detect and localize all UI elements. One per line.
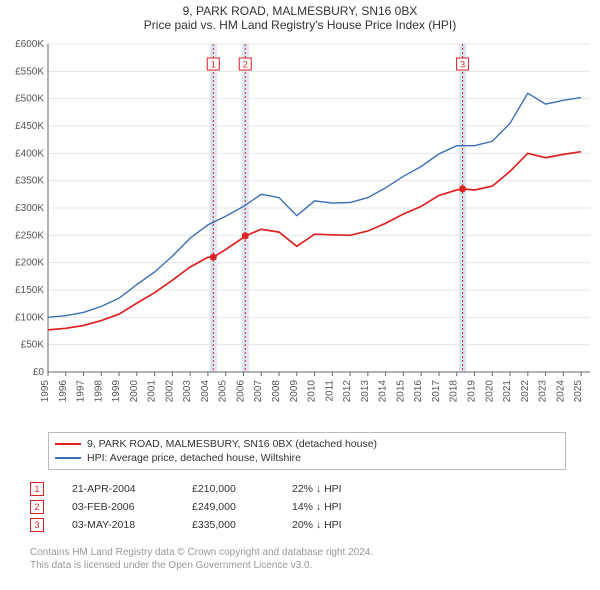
event-diff: 22% ↓ HPI [292, 480, 402, 498]
svg-text:2006: 2006 [235, 380, 246, 403]
svg-text:2000: 2000 [129, 380, 140, 403]
svg-text:1997: 1997 [76, 380, 87, 403]
event-diff: 14% ↓ HPI [292, 498, 402, 516]
legend-swatch [55, 457, 81, 459]
svg-text:2014: 2014 [378, 380, 389, 403]
svg-text:2007: 2007 [253, 380, 264, 403]
svg-text:3: 3 [460, 60, 465, 70]
legend-item: 9, PARK ROAD, MALMESBURY, SN16 0BX (deta… [55, 437, 559, 451]
svg-text:2009: 2009 [289, 380, 300, 403]
legend: 9, PARK ROAD, MALMESBURY, SN16 0BX (deta… [48, 432, 566, 470]
svg-text:1998: 1998 [93, 380, 104, 403]
svg-text:1999: 1999 [111, 380, 122, 403]
svg-text:£50K: £50K [21, 340, 45, 351]
footer-line: This data is licensed under the Open Gov… [30, 559, 373, 572]
svg-text:2013: 2013 [360, 380, 371, 403]
event-date: 03-MAY-2018 [72, 516, 192, 534]
svg-text:£500K: £500K [15, 94, 44, 105]
event-row: 3 03-MAY-2018£335,00020% ↓ HPI [30, 516, 402, 534]
page-title: 9, PARK ROAD, MALMESBURY, SN16 0BX [0, 4, 600, 18]
svg-text:2004: 2004 [200, 380, 211, 403]
legend-swatch [55, 443, 81, 445]
event-marker: 2 [30, 500, 44, 514]
legend-item: HPI: Average price, detached house, Wilt… [55, 451, 559, 465]
svg-text:£0: £0 [33, 367, 45, 378]
event-marker: 1 [30, 482, 44, 496]
event-date: 21-APR-2004 [72, 480, 192, 498]
footer-attribution: Contains HM Land Registry data © Crown c… [30, 546, 373, 572]
svg-text:2011: 2011 [324, 380, 335, 402]
legend-label: 9, PARK ROAD, MALMESBURY, SN16 0BX (deta… [87, 437, 377, 451]
svg-text:£250K: £250K [15, 230, 44, 241]
event-row: 2 03-FEB-2006£249,00014% ↓ HPI [30, 498, 402, 516]
price-chart: £0 £50K £100K £150K £200K £250K £300K £350K £400… [0, 38, 600, 418]
svg-text:2022: 2022 [520, 380, 531, 403]
event-row: 1 21-APR-2004£210,00022% ↓ HPI [30, 480, 402, 498]
footer-line: Contains HM Land Registry data © Crown c… [30, 546, 373, 559]
svg-text:2002: 2002 [164, 380, 175, 403]
svg-text:£150K: £150K [15, 285, 44, 296]
svg-text:2025: 2025 [573, 380, 584, 403]
svg-text:2010: 2010 [307, 380, 318, 403]
svg-text:2024: 2024 [555, 380, 566, 403]
event-diff: 20% ↓ HPI [292, 516, 402, 534]
svg-text:2017: 2017 [431, 380, 442, 403]
event-list: 1 21-APR-2004£210,00022% ↓ HPI 2 03-FEB-200… [30, 480, 402, 534]
svg-text:2018: 2018 [449, 380, 460, 403]
svg-text:1: 1 [211, 60, 216, 70]
event-marker: 3 [30, 518, 44, 532]
legend-label: HPI: Average price, detached house, Wilt… [87, 451, 301, 465]
svg-text:£300K: £300K [15, 203, 44, 214]
event-date: 03-FEB-2006 [72, 498, 192, 516]
event-price: £335,000 [192, 516, 292, 534]
svg-text:£600K: £600K [15, 39, 44, 50]
svg-text:2021: 2021 [502, 380, 513, 403]
svg-text:2001: 2001 [147, 380, 158, 403]
svg-text:2012: 2012 [342, 380, 353, 403]
svg-text:£550K: £550K [15, 66, 44, 77]
svg-text:2015: 2015 [395, 380, 406, 403]
svg-text:£100K: £100K [15, 312, 44, 323]
svg-text:2003: 2003 [182, 380, 193, 403]
svg-text:2: 2 [243, 60, 248, 70]
svg-text:1995: 1995 [40, 380, 51, 403]
svg-text:2019: 2019 [466, 380, 477, 403]
event-price: £249,000 [192, 498, 292, 516]
svg-text:2005: 2005 [218, 380, 229, 403]
svg-text:£200K: £200K [15, 258, 44, 269]
svg-text:2008: 2008 [271, 380, 282, 403]
svg-text:£450K: £450K [15, 121, 44, 132]
svg-text:£400K: £400K [15, 148, 44, 159]
event-price: £210,000 [192, 480, 292, 498]
svg-text:2016: 2016 [413, 380, 424, 403]
page-subtitle: Price paid vs. HM Land Registry's House … [0, 18, 600, 32]
svg-text:£350K: £350K [15, 176, 44, 187]
svg-text:2023: 2023 [538, 380, 549, 403]
svg-text:1996: 1996 [58, 380, 69, 403]
svg-text:2020: 2020 [484, 380, 495, 403]
